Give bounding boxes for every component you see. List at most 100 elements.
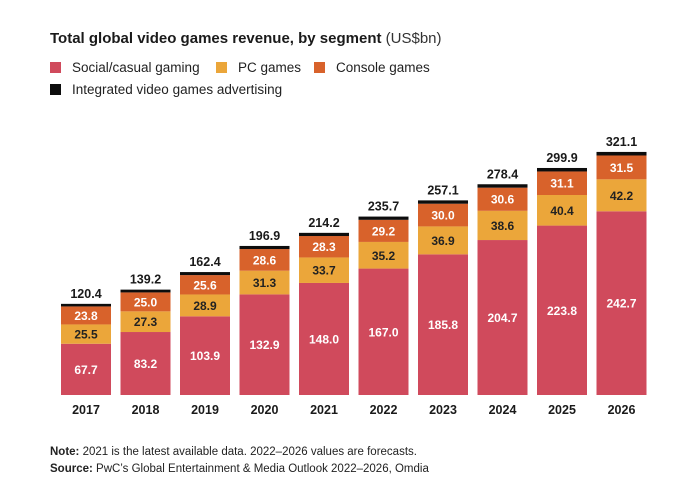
data-label-social-casual-gaming-2022: 167.0 — [368, 325, 398, 339]
bar-integrated-video-games-advertising-2018 — [120, 289, 171, 293]
data-label-console-games-2026: 31.5 — [610, 161, 634, 175]
total-label-2022: 235.7 — [368, 200, 399, 214]
data-label-pc-games-2025: 40.4 — [550, 204, 574, 218]
bar-pc-games-2025 — [537, 195, 587, 226]
data-label-console-games-2021: 28.3 — [312, 240, 336, 254]
data-label-console-games-2022: 29.2 — [372, 224, 396, 238]
bar-pc-games-2021 — [299, 257, 349, 283]
legend-label-social: Social/casual gaming — [72, 60, 200, 75]
legend-swatch-social — [50, 62, 61, 73]
total-label-2018: 139.2 — [130, 273, 161, 287]
bar-integrated-video-games-advertising-2025 — [537, 167, 587, 172]
total-label-2017: 120.4 — [70, 287, 101, 301]
source-line: Source: PwC’s Global Entertainment & Med… — [50, 463, 429, 475]
bar-console-games-2024 — [477, 187, 528, 211]
total-label-2026: 321.1 — [606, 135, 637, 149]
source-label: Source: — [50, 463, 93, 475]
bar-social-casual-gaming-2023 — [418, 254, 468, 395]
total-label-2025: 299.9 — [546, 151, 577, 165]
bar-integrated-video-games-advertising-2026 — [596, 151, 647, 156]
bar-social-casual-gaming-2025 — [537, 225, 587, 395]
data-label-pc-games-2026: 42.2 — [610, 189, 634, 203]
x-tick-label-2023: 2023 — [429, 403, 457, 417]
bar-console-games-2018 — [120, 292, 171, 312]
data-label-pc-games-2019: 28.9 — [193, 299, 217, 313]
note-line: Note: 2021 is the latest available data.… — [50, 446, 417, 458]
data-label-social-casual-gaming-2024: 204.7 — [487, 311, 517, 325]
legend-item-advertising: Integrated video games advertising — [50, 82, 282, 97]
legend-swatch-pc — [216, 62, 227, 73]
bar-pc-games-2020 — [239, 270, 290, 295]
bar-integrated-video-games-advertising-2022 — [358, 216, 409, 220]
x-tick-label-2021: 2021 — [310, 403, 338, 417]
data-label-console-games-2020: 28.6 — [253, 253, 277, 267]
total-label-2024: 278.4 — [487, 167, 518, 181]
data-label-console-games-2023: 30.0 — [431, 209, 455, 223]
bar-social-casual-gaming-2026 — [596, 211, 647, 395]
data-label-social-casual-gaming-2023: 185.8 — [428, 318, 458, 332]
legend-label-console: Console games — [336, 60, 430, 75]
data-label-social-casual-gaming-2021: 148.0 — [309, 332, 339, 346]
legend-label-pc: PC games — [238, 60, 302, 75]
data-label-social-casual-gaming-2019: 103.9 — [190, 349, 220, 363]
bar-pc-games-2024 — [477, 210, 528, 241]
data-label-pc-games-2017: 25.5 — [74, 328, 98, 342]
bar-console-games-2022 — [358, 219, 409, 242]
bar-console-games-2025 — [537, 171, 587, 196]
data-label-pc-games-2023: 36.9 — [431, 234, 455, 248]
bar-integrated-video-games-advertising-2017 — [61, 303, 111, 307]
data-label-console-games-2025: 31.1 — [550, 177, 574, 191]
total-label-2021: 214.2 — [308, 216, 339, 230]
data-label-social-casual-gaming-2025: 223.8 — [547, 304, 577, 318]
x-tick-label-2019: 2019 — [191, 403, 219, 417]
data-label-pc-games-2024: 38.6 — [491, 219, 515, 233]
bar-social-casual-gaming-2017 — [61, 343, 111, 395]
bar-pc-games-2023 — [418, 226, 468, 255]
bar-integrated-video-games-advertising-2019 — [180, 272, 230, 276]
data-label-social-casual-gaming-2020: 132.9 — [249, 338, 279, 352]
x-tick-label-2024: 2024 — [489, 403, 517, 417]
legend-item-social: Social/casual gaming — [50, 60, 200, 75]
x-tick-label-2022: 2022 — [370, 403, 398, 417]
bar-pc-games-2022 — [358, 241, 409, 269]
bar-social-casual-gaming-2019 — [180, 316, 230, 395]
data-label-pc-games-2018: 27.3 — [134, 315, 158, 329]
data-label-pc-games-2021: 33.7 — [312, 264, 336, 278]
data-label-social-casual-gaming-2026: 242.7 — [606, 297, 636, 311]
x-tick-label-2026: 2026 — [608, 403, 636, 417]
note-label: Note: — [50, 446, 80, 458]
bar-console-games-2021 — [299, 236, 349, 258]
bar-console-games-2020 — [239, 249, 290, 271]
bar-social-casual-gaming-2021 — [299, 282, 349, 395]
bar-console-games-2017 — [61, 306, 111, 325]
bar-social-casual-gaming-2020 — [239, 294, 290, 395]
note-text: 2021 is the latest available data. 2022–… — [82, 446, 417, 458]
legend-item-pc: PC games — [216, 60, 301, 75]
data-label-social-casual-gaming-2017: 67.7 — [74, 363, 98, 377]
legend-swatch-console — [314, 62, 325, 73]
bar-console-games-2026 — [596, 155, 647, 180]
x-tick-label-2020: 2020 — [251, 403, 279, 417]
bar-integrated-video-games-advertising-2020 — [239, 245, 290, 250]
bar-pc-games-2026 — [596, 179, 647, 212]
total-label-2023: 257.1 — [427, 183, 458, 197]
bar-social-casual-gaming-2022 — [358, 268, 409, 395]
bar-social-casual-gaming-2024 — [477, 240, 528, 395]
x-tick-label-2017: 2017 — [72, 403, 100, 417]
total-label-2019: 162.4 — [189, 255, 220, 269]
data-label-console-games-2019: 25.6 — [193, 278, 217, 292]
bar-integrated-video-games-advertising-2023 — [418, 200, 468, 204]
data-label-console-games-2018: 25.0 — [134, 295, 158, 309]
x-tick-label-2025: 2025 — [548, 403, 576, 417]
bar-social-casual-gaming-2018 — [120, 332, 171, 395]
chart-title-unit: (US$bn) — [385, 30, 442, 47]
x-tick-label-2018: 2018 — [132, 403, 160, 417]
source-text: PwC’s Global Entertainment & Media Outlo… — [96, 463, 429, 475]
legend-swatch-advertising — [50, 84, 61, 95]
chart-title-text: Total global video games revenue, by seg… — [50, 30, 382, 47]
bar-pc-games-2019 — [180, 294, 230, 317]
data-label-console-games-2024: 30.6 — [491, 193, 515, 207]
legend-label-advertising: Integrated video games advertising — [72, 82, 283, 97]
total-label-2020: 196.9 — [249, 229, 280, 243]
